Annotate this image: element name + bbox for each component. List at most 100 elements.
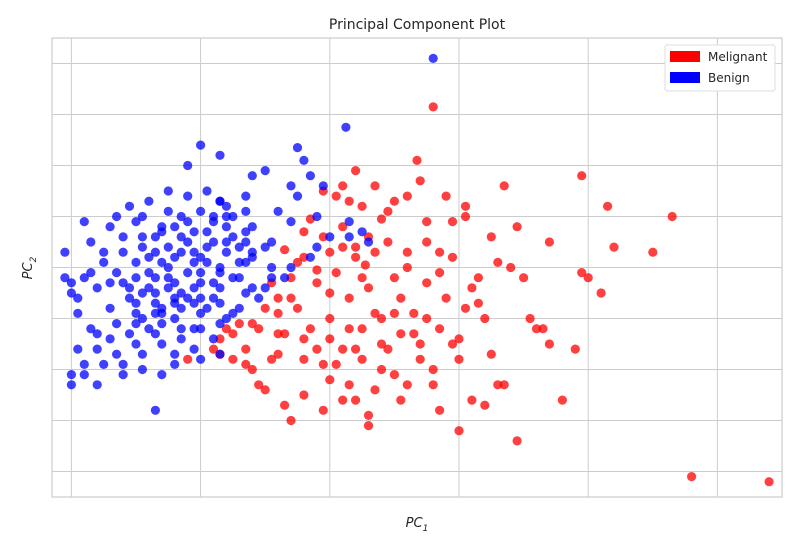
data-point-melignant [415, 339, 425, 349]
data-point-melignant [331, 359, 341, 369]
data-point-benign [176, 303, 186, 313]
data-point-benign [363, 237, 374, 247]
data-point-benign [215, 298, 225, 308]
data-point-melignant [570, 344, 580, 354]
data-point-melignant [447, 217, 458, 227]
data-point-benign [234, 273, 244, 283]
data-point-benign [267, 273, 277, 283]
data-point-benign [157, 339, 167, 349]
data-point-benign [86, 324, 96, 334]
data-point-melignant [325, 334, 335, 344]
data-point-melignant [435, 324, 445, 334]
data-point-melignant [370, 247, 380, 257]
data-point-benign [176, 334, 186, 344]
data-point-benign [215, 283, 225, 293]
data-point-melignant [254, 380, 264, 390]
data-point-benign [241, 191, 251, 201]
data-point-melignant [344, 380, 354, 390]
data-point-benign [202, 227, 212, 237]
data-point-benign [170, 359, 180, 369]
data-point-melignant [499, 181, 509, 191]
data-point-melignant [454, 334, 464, 344]
data-point-benign [157, 319, 167, 329]
data-point-melignant [402, 380, 412, 390]
data-point-benign [60, 247, 70, 257]
data-point-benign [137, 242, 147, 252]
data-point-benign [208, 237, 219, 247]
data-point-benign [79, 217, 89, 227]
data-point-benign [202, 186, 212, 196]
data-point-benign [66, 370, 76, 380]
data-point-melignant [648, 247, 658, 257]
data-point-benign [105, 222, 115, 232]
data-point-melignant [473, 273, 483, 283]
data-point-melignant [376, 313, 387, 324]
data-point-benign [92, 283, 102, 293]
data-point-benign [86, 237, 96, 247]
data-point-melignant [312, 278, 322, 288]
data-point-melignant [383, 237, 393, 247]
data-point-benign [189, 227, 199, 237]
data-point-melignant [396, 395, 406, 405]
data-point-benign [131, 339, 141, 349]
data-point-benign [196, 268, 206, 278]
data-point-melignant [338, 344, 348, 354]
data-point-benign [292, 191, 303, 201]
data-point-melignant [460, 201, 471, 211]
data-point-benign [247, 247, 257, 257]
data-point-benign [73, 293, 83, 303]
data-point-melignant [318, 405, 328, 415]
legend: Melignant Benign [664, 44, 776, 92]
data-point-benign [208, 278, 219, 288]
data-point-melignant [228, 354, 238, 364]
data-point-benign [60, 273, 70, 283]
data-point-melignant [402, 191, 412, 201]
data-point-melignant [221, 324, 231, 334]
data-point-melignant [254, 324, 264, 334]
legend-swatch-melignant [670, 51, 700, 62]
data-point-benign [137, 349, 147, 359]
data-point-benign [163, 242, 173, 252]
data-point-melignant [299, 334, 309, 344]
data-point-benign [183, 191, 193, 201]
data-point-melignant [467, 283, 477, 293]
data-point-melignant [506, 262, 516, 273]
data-point-benign [228, 273, 238, 283]
data-point-melignant [338, 242, 348, 252]
data-point-benign [150, 405, 160, 415]
data-point-benign [157, 370, 167, 380]
data-point-benign [183, 237, 193, 247]
data-point-benign [189, 324, 199, 334]
data-point-melignant [344, 293, 354, 303]
data-point-melignant [318, 232, 328, 242]
data-point-melignant [435, 247, 445, 257]
data-point-benign [73, 344, 83, 354]
data-point-benign [221, 237, 231, 247]
data-point-benign [196, 324, 206, 334]
data-point-melignant [383, 206, 393, 216]
data-point-benign [118, 370, 128, 380]
data-point-melignant [260, 385, 270, 395]
data-point-benign [189, 298, 199, 308]
data-point-benign [341, 122, 351, 132]
data-point-melignant [241, 344, 251, 354]
data-point-benign [208, 217, 219, 227]
data-point-benign [215, 196, 225, 206]
data-point-melignant [357, 201, 367, 211]
data-point-benign [150, 298, 160, 308]
y-axis-label-main: PC [21, 261, 36, 279]
data-point-benign [280, 273, 290, 283]
data-point-melignant [273, 349, 283, 359]
data-point-benign [105, 278, 115, 288]
data-point-melignant [286, 273, 296, 283]
data-point-melignant [441, 191, 451, 201]
data-point-benign [137, 211, 147, 222]
data-point-benign [144, 252, 154, 262]
data-point-melignant [409, 308, 419, 318]
data-point-benign [66, 278, 76, 288]
data-point-melignant [454, 426, 464, 436]
data-points [60, 53, 774, 487]
data-point-melignant [312, 344, 322, 354]
data-point-benign [241, 288, 251, 298]
data-point-melignant [338, 181, 348, 191]
